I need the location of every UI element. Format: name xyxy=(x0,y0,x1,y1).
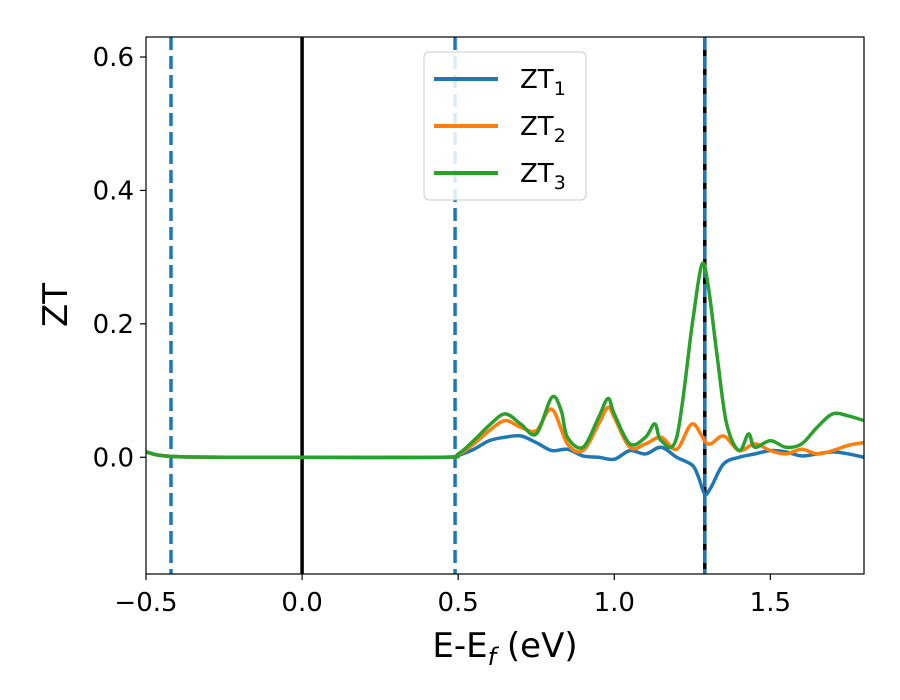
x-tick-label: 1.0 xyxy=(594,588,635,618)
legend-label-zt1: ZT1 xyxy=(520,65,566,100)
x-tick-label: 0.5 xyxy=(437,588,478,618)
x-tick-label: 1.5 xyxy=(750,588,791,618)
legend-label-zt3: ZT3 xyxy=(520,159,566,194)
x-tick-label: 0.0 xyxy=(281,588,322,618)
series-line-zt3 xyxy=(146,261,864,460)
series-lines xyxy=(146,261,864,497)
x-axis-label: E-Ef (eV) xyxy=(432,626,577,671)
legend-label-zt2: ZT2 xyxy=(520,112,566,147)
x-axis-label-unit: (eV) xyxy=(496,626,578,666)
legend: ZT1 ZT2 ZT3 xyxy=(423,51,587,201)
plot-frame xyxy=(145,36,865,575)
y-axis: 0.0 0.2 0.4 0.6 xyxy=(93,43,146,473)
reference-lines xyxy=(169,37,707,574)
x-tick-label: −0.5 xyxy=(114,588,177,618)
y-axis-label: ZT xyxy=(36,283,76,327)
series-line-zt1 xyxy=(146,433,864,497)
y-tick-label: 0.2 xyxy=(93,310,134,340)
x-axis: −0.5 0.0 0.5 1.0 1.5 xyxy=(114,574,791,618)
legend-box xyxy=(423,51,587,201)
y-tick-label: 0.4 xyxy=(93,176,134,206)
y-tick-label: 0.6 xyxy=(93,43,134,73)
y-tick-label: 0.0 xyxy=(93,443,134,473)
